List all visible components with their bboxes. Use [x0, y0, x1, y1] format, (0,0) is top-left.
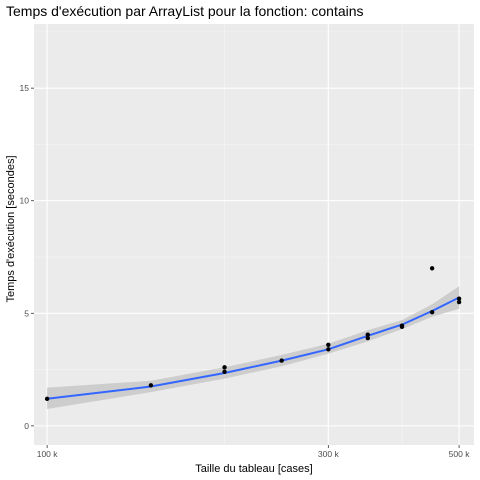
- x-axis-ticks: 100 k 300 k 500 k: [37, 445, 470, 459]
- chart-title: Temps d'exécution par ArrayList pour la …: [6, 3, 364, 19]
- data-point: [456, 296, 462, 301]
- y-axis-ticks: 0 5 10 15: [20, 83, 34, 431]
- y-axis-title: Temps d'exécution [secondes]: [5, 155, 17, 302]
- x-tick-label: 100 k: [37, 449, 59, 459]
- data-point: [222, 369, 227, 375]
- data-point: [279, 358, 284, 363]
- data-point: [326, 342, 331, 348]
- major-grid: [34, 24, 474, 445]
- data-point: [44, 396, 50, 402]
- data-point: [148, 383, 154, 388]
- y-tick-label: 15: [20, 83, 30, 93]
- x-tick-label: 300 k: [318, 449, 340, 459]
- data-point: [365, 332, 370, 337]
- data-point: [429, 266, 435, 271]
- minor-grid: [34, 24, 474, 445]
- data-point: [429, 309, 435, 315]
- y-tick-label: 0: [24, 421, 29, 431]
- data-point: [365, 335, 370, 341]
- plot-panel: [34, 24, 474, 445]
- data-point: [326, 347, 331, 352]
- data-point: [222, 365, 227, 370]
- y-tick-label: 10: [20, 196, 30, 206]
- x-axis-title: Taille du tableau [cases]: [195, 463, 312, 475]
- y-tick-label: 5: [24, 308, 29, 318]
- x-tick-label: 500 k: [449, 449, 471, 459]
- data-point: [399, 323, 405, 328]
- data-point: [456, 299, 462, 305]
- confidence-ribbon: [47, 286, 460, 409]
- data-points: [44, 266, 462, 402]
